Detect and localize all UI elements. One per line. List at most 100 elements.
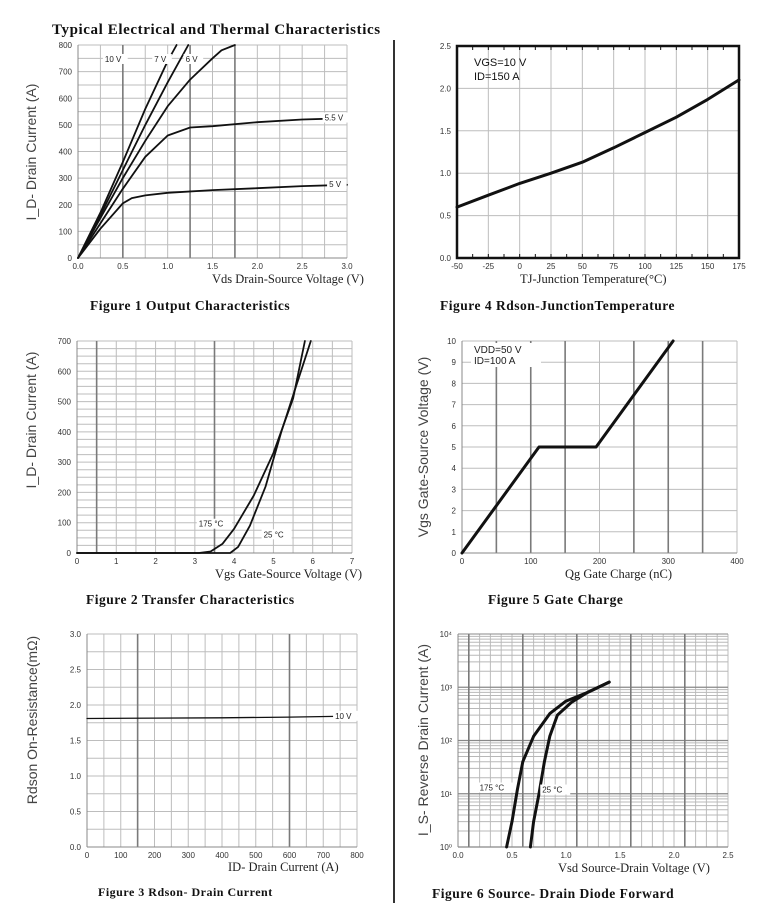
x-tick-label: 300 — [182, 851, 196, 860]
annotation-bg — [183, 53, 204, 64]
y-tick-label: 800 — [59, 41, 73, 50]
x-axis-label: Vsd Source-Drain Voltage (V) — [558, 861, 710, 875]
y-tick-label: 600 — [58, 367, 72, 376]
chart-fig3: 0 100 200 300 400 500 600 700 800 0.0 0.5 1.0 1.5 2.0… — [24, 630, 364, 899]
y-tick-label: 9 — [452, 358, 457, 367]
y-tick-label: 0.0 — [440, 254, 452, 263]
chart-fig2: 0 1 2 3 4 5 6 7 0 100 200 300 400 500 600 700 175 °C 25 °… — [23, 337, 362, 607]
x-tick-label: 800 — [350, 851, 364, 860]
y-tick-label: 500 — [59, 121, 73, 130]
y-tick-label: 7 — [452, 401, 457, 410]
x-tick-label: 2.0 — [668, 851, 680, 860]
x-tick-label: 175 — [732, 262, 746, 271]
annotation-bg — [196, 518, 232, 529]
y-tick-label: 200 — [59, 201, 73, 210]
x-tick-label: 2.0 — [252, 262, 264, 271]
series-line-7-v — [77, 44, 190, 259]
series-label: 175 °C — [199, 520, 224, 529]
y-tick-label: 400 — [59, 148, 73, 157]
series-line-6-v — [77, 44, 236, 259]
series-label: 10 V — [105, 55, 122, 64]
x-tick-label: 100 — [524, 557, 538, 566]
condition-label: VGS=10 V — [474, 57, 527, 69]
y-tick-label: 2.5 — [70, 666, 82, 675]
figure-caption: Figure 5 Gate Charge — [488, 592, 623, 607]
y-tick-label: 2.0 — [70, 701, 82, 710]
annotation-bg — [152, 53, 172, 64]
x-axis-label: ID- Drain Current (A) — [228, 860, 339, 874]
y-tick-label: 1.0 — [440, 169, 452, 178]
x-tick-label: 1.5 — [614, 851, 626, 860]
x-tick-label: 25 — [547, 262, 556, 271]
annotation-bg — [333, 710, 358, 721]
y-tick-label: 0 — [452, 549, 457, 558]
series-line-5-v — [77, 183, 348, 259]
y-tick-label: 0 — [68, 254, 73, 263]
y-tick-label: 500 — [58, 398, 72, 407]
grid — [86, 633, 358, 848]
x-tick-label: 0.0 — [452, 851, 464, 860]
x-tick-label: 50 — [578, 262, 587, 271]
x-tick-label: 3 — [193, 557, 198, 566]
y-tick-label: 4 — [452, 464, 457, 473]
y-axis-label: Rdson On-Resistance(mΩ) — [24, 636, 40, 804]
grid — [457, 633, 729, 848]
x-tick-label: 125 — [670, 262, 684, 271]
y-tick-label: 400 — [58, 428, 72, 437]
series-label: 25 °C — [264, 530, 284, 539]
x-tick-label: 7 — [350, 557, 355, 566]
x-tick-label: 1.5 — [207, 262, 219, 271]
x-tick-label: 3.0 — [341, 262, 353, 271]
y-tick-label: 100 — [59, 227, 73, 236]
series-line-vgs — [460, 339, 675, 555]
x-tick-label: 150 — [701, 262, 715, 271]
x-tick-label: 2.5 — [297, 262, 309, 271]
y-tick-label: 200 — [58, 488, 72, 497]
x-tick-label: 0 — [460, 557, 465, 566]
x-tick-label: 0.0 — [72, 262, 84, 271]
y-tick-label: 2 — [452, 507, 457, 516]
x-tick-label: 0.5 — [117, 262, 129, 271]
x-tick-label: -50 — [451, 262, 463, 271]
y-tick-label: 2.5 — [440, 42, 452, 51]
series-label: 25 °C — [542, 786, 562, 795]
page-title: Typical Electrical and Thermal Character… — [52, 22, 381, 38]
y-tick-label: 700 — [58, 337, 72, 346]
y-tick-label: 2.0 — [440, 84, 452, 93]
annotation-bg — [322, 112, 353, 123]
x-tick-label: 2.5 — [722, 851, 734, 860]
y-tick-label: 10⁴ — [440, 630, 453, 639]
y-tick-label: 3 — [452, 485, 457, 494]
y-tick-label: 8 — [452, 379, 457, 388]
x-tick-label: 2 — [153, 557, 158, 566]
series-line-10-v — [86, 715, 358, 720]
chart-fig5: 0 100 200 300 400 0 1 2 3 4 5 6 7 8 9 10 VDD=50 VID=100 … — [415, 337, 744, 607]
x-tick-label: 0 — [75, 557, 80, 566]
y-axis-label: I_D- Drain Current (A) — [23, 84, 39, 221]
chart-fig1: 0.0 0.5 1.0 1.5 2.0 2.5 3.0 0 100 200 300 400 500 600… — [23, 41, 364, 313]
annotation-bg — [102, 53, 128, 64]
figure-caption: Figure 1 Output Characteristics — [90, 298, 290, 313]
conditions-bg — [471, 343, 541, 367]
annotation-bg — [261, 529, 292, 540]
x-axis-label: TJ-Junction Temperature(°C) — [520, 272, 667, 286]
x-tick-label: 500 — [249, 851, 263, 860]
y-axis-label: Vgs Gate-Source Voltage (V) — [415, 357, 431, 538]
figure-caption: Figure 4 Rdson-JunctionTemperature — [440, 298, 675, 313]
y-axis-label: I_D- Drain Current (A) — [23, 352, 39, 489]
series-label: 5 V — [329, 180, 342, 189]
y-axis-label: I_S- Reverse Drain Current (A) — [415, 644, 431, 836]
x-tick-label: 200 — [148, 851, 162, 860]
series-line-25-c — [76, 340, 312, 554]
series-label: 10 V — [335, 712, 352, 721]
series-label: 7 V — [154, 55, 167, 64]
series-line-rdson-normalized- — [455, 78, 741, 209]
y-tick-label: 1.5 — [70, 737, 82, 746]
figure-caption: Figure 2 Transfer Characteristics — [86, 592, 295, 607]
y-tick-label: 10 — [447, 337, 456, 346]
y-tick-label: 1.0 — [70, 772, 82, 781]
annotation-bg — [540, 784, 571, 795]
y-tick-label: 5 — [452, 443, 457, 452]
y-tick-label: 0 — [67, 549, 72, 558]
